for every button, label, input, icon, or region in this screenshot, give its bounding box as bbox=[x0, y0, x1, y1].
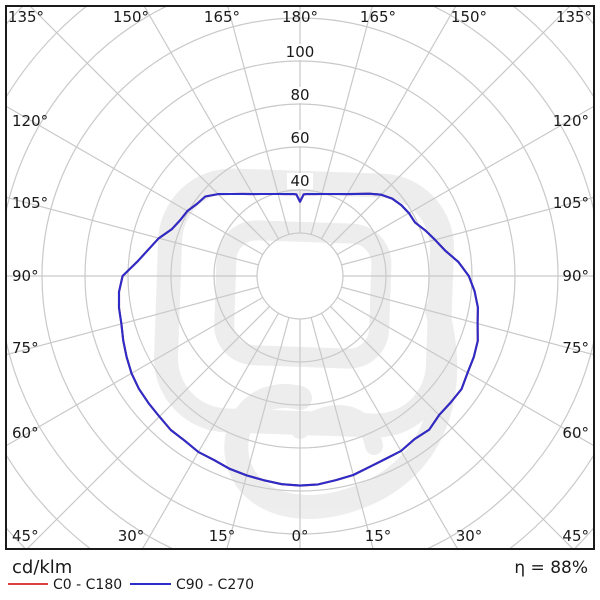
polar-spoke bbox=[142, 312, 280, 548]
polar-spoke bbox=[341, 196, 593, 266]
radial-tick-label-bg bbox=[282, 44, 318, 60]
efficiency-label: η = 88% bbox=[514, 558, 588, 578]
legend-label-c0-c180: C0 - C180 bbox=[53, 577, 122, 593]
radial-tick-label: 60 bbox=[290, 129, 309, 147]
angle-label-top: 135° bbox=[8, 8, 44, 26]
radial-tick-label: 80 bbox=[290, 86, 309, 104]
angle-label-bottom: 0° bbox=[291, 527, 308, 545]
polar-spoke bbox=[7, 196, 259, 266]
angle-label-right: 60° bbox=[562, 424, 589, 442]
radial-tick-label-bg bbox=[287, 130, 313, 146]
angle-label-right: 120° bbox=[553, 112, 589, 130]
watermark-inner-frame bbox=[214, 220, 392, 369]
angle-label-left: 45° bbox=[12, 527, 39, 545]
radial-tick-label-bg bbox=[287, 173, 313, 189]
polar-spoke bbox=[336, 106, 593, 256]
polar-spoke bbox=[226, 317, 290, 548]
unit-label: cd/klm bbox=[12, 557, 72, 578]
polar-spoke bbox=[329, 305, 573, 548]
intensity-curves bbox=[117, 192, 479, 487]
polar-spoke bbox=[310, 7, 373, 235]
angle-label-top: 135° bbox=[556, 8, 592, 26]
polar-spoke bbox=[329, 7, 570, 247]
polar-spoke bbox=[341, 286, 593, 356]
polar-spoke bbox=[7, 106, 264, 256]
angle-label-left: 75° bbox=[12, 339, 39, 357]
angle-label-top: 165° bbox=[360, 8, 396, 26]
polar-spoke bbox=[27, 305, 271, 548]
angle-label-top: 180° bbox=[282, 8, 318, 26]
polar-spoke bbox=[336, 296, 593, 446]
polar-spoke bbox=[320, 7, 457, 240]
angle-label-bottom: 30° bbox=[118, 527, 145, 545]
plot-border bbox=[5, 5, 595, 550]
radial-tick-label: 40 bbox=[290, 172, 309, 190]
angle-label-left: 105° bbox=[12, 194, 48, 212]
polar-spoke bbox=[7, 296, 264, 446]
angle-label-left: 120° bbox=[12, 112, 48, 130]
polar-spoke bbox=[320, 312, 458, 548]
polar-spoke bbox=[143, 7, 280, 240]
angle-label-bottom: 15° bbox=[365, 527, 392, 545]
angle-label-right: 105° bbox=[553, 194, 589, 212]
polar-ring bbox=[256, 232, 344, 320]
angle-label-right: 45° bbox=[562, 527, 589, 545]
angle-label-right: 75° bbox=[562, 339, 589, 357]
watermark-tail bbox=[224, 298, 458, 519]
legend-label-c90-c270: C90 - C270 bbox=[176, 577, 254, 593]
angle-label-top: 150° bbox=[113, 8, 149, 26]
angle-label-right: 90° bbox=[562, 267, 589, 285]
curve-c90-c270 bbox=[117, 192, 479, 487]
polar-spoke bbox=[30, 7, 271, 247]
angle-label-bottom: 15° bbox=[209, 527, 236, 545]
angle-label-left: 90° bbox=[12, 267, 39, 285]
polar-spoke bbox=[227, 7, 290, 235]
radial-tick-label-bg bbox=[287, 87, 313, 103]
axis-labels: 40 60 80 100 135° 150° 165° 180° 165° 150° 135° 120… bbox=[8, 8, 592, 545]
angle-label-top: 165° bbox=[204, 8, 240, 26]
angle-label-top: 150° bbox=[451, 8, 487, 26]
angle-label-left: 60° bbox=[12, 424, 39, 442]
polar-spoke bbox=[310, 317, 374, 548]
radial-tick-label: 100 bbox=[286, 43, 315, 61]
watermark-hook bbox=[291, 405, 383, 455]
polar-spoke bbox=[7, 286, 259, 356]
angle-label-bottom: 30° bbox=[456, 527, 483, 545]
vendor-logo-watermark bbox=[154, 168, 458, 519]
